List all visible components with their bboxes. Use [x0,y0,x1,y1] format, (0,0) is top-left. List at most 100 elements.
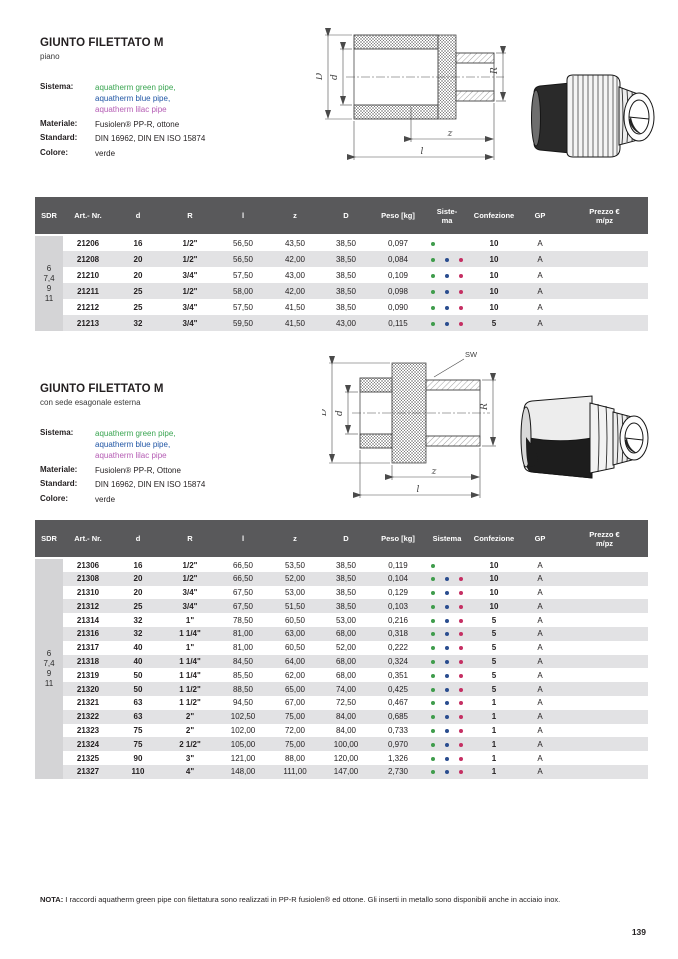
sistema-dot-red [459,632,463,637]
info-row: Standard: DIN 16962, DIN EN ISO 15874 [40,133,290,144]
z-cell: 111,00 [269,764,321,779]
l-cell: 81,00 [217,626,269,641]
prezzo-cell [561,558,648,572]
sistema-dot-blue [445,742,449,747]
info-value-line: aquatherm lilac pipe [95,451,167,460]
sistema-dot-red [459,673,463,678]
peso-cell: 0,103 [371,599,425,614]
gp-cell: A [537,698,543,708]
d-cell: 20 [113,571,163,586]
prezzo-cell [561,724,648,738]
table-row: 21319 50 1 1/4" 85,50 62,00 68,00 0,351 5 A [35,668,648,682]
sistema-dot-green [431,604,435,609]
dim-label-d: d [330,74,340,80]
info-values: aquatherm green pipe, aquatherm blue pipe… [95,428,176,461]
sistema-dot-blue [445,756,449,761]
sistema-dots [426,604,468,609]
sistema-dot-green [431,257,435,262]
sistema-dots [426,756,468,761]
sistema-dot-green [431,632,435,637]
art-nr-cell: 21212 [76,302,100,312]
gp-cell: A [537,753,543,763]
peso-cell: 0,090 [387,302,409,312]
table-row: 21314 32 1" 78,50 60,50 53,00 0,216 5 A [35,613,648,627]
sistema-dot-blue [445,257,449,262]
peso-cell: 0,351 [387,670,409,680]
sistema-dot-red [459,242,463,246]
D-cell: 38,50 [335,270,357,280]
sistema-dots [426,618,468,623]
info-label: Materiale: [40,118,78,128]
info-label: Colore: [40,493,68,503]
r-cell: 3/4" [182,270,198,280]
page-title-2: GIUNTO FILETTATO M [40,383,164,395]
sistema-dot-red [459,659,463,664]
sistema-dot-green [431,687,435,692]
sistema-cell [425,668,469,682]
d-cell: 40 [113,654,163,669]
info-row: Standard: DIN 16962, DIN EN ISO 15874 [40,479,290,490]
sdr-cell: 6 7,4 9 11 [35,558,63,779]
sistema-dot-green [431,646,435,651]
z-cell: 43,50 [284,239,306,248]
prezzo-cell [561,299,648,315]
l-cell: 78,50 [232,615,254,625]
D-cell: 38,50 [321,571,371,586]
peso-cell: 0,324 [371,654,425,669]
prezzo-cell [561,283,648,299]
column-header: SDR [35,197,63,236]
sistema-dots [426,577,468,582]
sistema-dot-green [431,273,435,278]
z-cell: 42,00 [269,283,321,299]
gp-cell: A [519,737,561,752]
sistema-dot-green [431,742,435,747]
gp-cell: A [537,725,543,735]
d-cell: 32 [133,615,143,625]
peso-cell: 0,097 [387,239,409,248]
l-cell: 88,50 [217,682,269,696]
table-row: 21210 20 3/4" 57,50 43,00 38,50 0,109 10 A [35,267,648,283]
art-nr-cell: 21321 [76,698,100,708]
column-header: Prezzo € m/pz [561,520,648,559]
d-cell: 16 [133,239,143,248]
sistema-dot-red [459,577,463,582]
technical-drawing-piano: D d R z l [316,28,506,160]
info-value-line: DIN 16962, DIN EN ISO 15874 [95,134,206,143]
table-row: 21316 32 1 1/4" 81,00 63,00 68,00 0,318 5 A [35,626,648,641]
sistema-dots [426,257,468,262]
sistema-cell [425,599,469,614]
sistema-dots [426,273,468,278]
sistema-dot-green [431,715,435,720]
r-cell: 3/4" [163,599,217,614]
z-cell: 42,00 [269,251,321,267]
r-cell: 1/2" [163,251,217,267]
footer-note: NOTA: I raccordi aquatherm green pipe co… [40,895,640,905]
info-value-line: aquatherm green pipe, [95,83,176,92]
art-nr-cell: 21213 [63,315,113,331]
art-nr-cell: 21325 [76,753,100,763]
sistema-dot-blue [445,701,449,706]
column-header: z [269,520,321,559]
gp-cell: A [519,764,561,779]
l-cell: 59,50 [217,315,269,331]
dim-label-D: D [316,73,325,81]
prezzo-cell [561,641,648,655]
sistema-dot-blue [445,673,449,678]
sistema-dot-green [431,728,435,733]
sistema-dots [426,321,468,326]
z-cell: 41,50 [269,315,321,331]
sistema-dot-blue [445,564,449,568]
peso-cell: 0,685 [371,709,425,724]
prezzo-cell [561,654,648,669]
sistema-dot-green [431,701,435,706]
z-cell: 62,00 [284,670,306,680]
l-cell: 56,50 [232,239,254,248]
art-nr-cell: 21318 [63,654,113,669]
sistema-dots [426,770,468,775]
art-nr-cell: 21316 [63,626,113,641]
art-nr-cell: 21322 [63,709,113,724]
D-cell: 72,50 [335,698,357,708]
info-value-line: verde [95,494,116,504]
sistema-dot-blue [445,273,449,278]
